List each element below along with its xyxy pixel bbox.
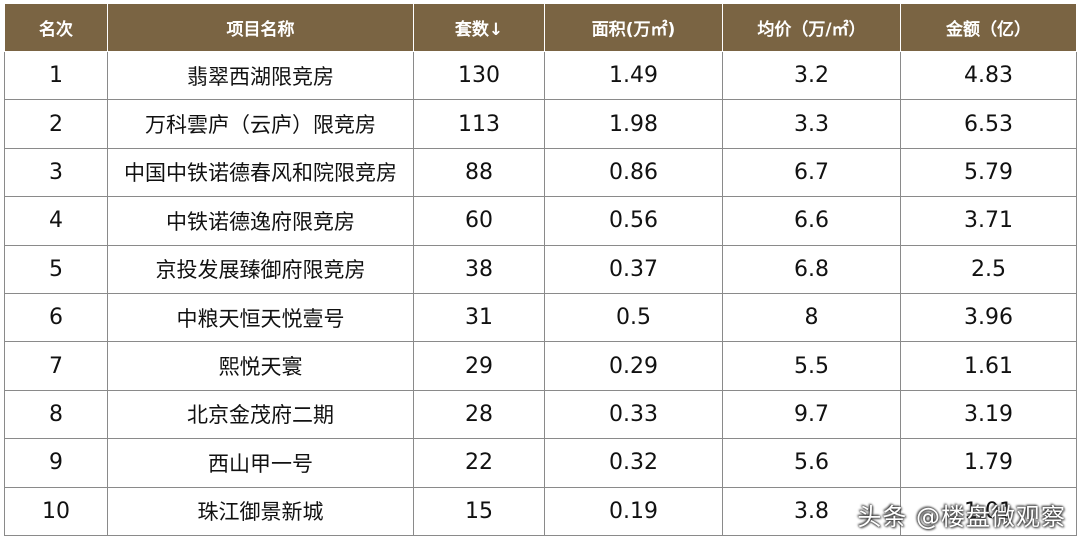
table-row: 7 熙悦天寰 29 0.29 5.5 1.61 bbox=[4, 341, 1077, 391]
cell-amount: 1.79 bbox=[900, 438, 1077, 488]
cell-units: 88 bbox=[413, 147, 545, 198]
cell-area: 1.98 bbox=[544, 99, 723, 149]
cell-amount: 5.79 bbox=[900, 147, 1077, 198]
cell-avg-price: 5.6 bbox=[722, 438, 901, 488]
cell-units: 113 bbox=[413, 99, 545, 149]
table-row: 9 西山甲一号 22 0.32 5.6 1.79 bbox=[4, 438, 1077, 488]
cell-units: 38 bbox=[413, 244, 545, 294]
header-project-name: 项目名称 bbox=[107, 3, 414, 52]
cell-rank: 8 bbox=[4, 389, 108, 440]
cell-amount: 3.19 bbox=[900, 389, 1077, 440]
cell-area: 0.56 bbox=[544, 196, 723, 246]
cell-units: 15 bbox=[413, 486, 545, 536]
cell-units: 28 bbox=[413, 389, 545, 440]
cell-rank: 7 bbox=[4, 341, 108, 391]
watermark: 头条 @楼盘微观察 bbox=[857, 503, 1066, 531]
cell-area: 0.5 bbox=[544, 292, 723, 343]
table-row: 6 中粮天恒天悦壹号 31 0.5 8 3.96 bbox=[4, 292, 1077, 343]
cell-amount: 2.5 bbox=[900, 244, 1077, 294]
cell-amount: 4.83 bbox=[900, 50, 1077, 101]
cell-rank: 6 bbox=[4, 292, 108, 343]
cell-avg-price: 8 bbox=[722, 292, 901, 343]
cell-amount: 1.01 bbox=[900, 486, 1077, 536]
cell-project-name: 中粮天恒天悦壹号 bbox=[107, 292, 414, 343]
cell-area: 0.37 bbox=[544, 244, 723, 294]
cell-units: 60 bbox=[413, 196, 545, 246]
table-header-row: 名次 项目名称 套数↓ 面积(万㎡) 均价（万/㎡） 金额（亿） bbox=[4, 3, 1077, 52]
cell-area: 0.33 bbox=[544, 389, 723, 440]
header-amount: 金额（亿） bbox=[900, 3, 1077, 52]
cell-amount: 3.96 bbox=[900, 292, 1077, 343]
table-row: 3 中国中铁诺德春风和院限竞房 88 0.86 6.7 5.79 bbox=[4, 147, 1077, 198]
cell-amount: 6.53 bbox=[900, 99, 1077, 149]
table-row: 4 中铁诺德逸府限竞房 60 0.56 6.6 3.71 bbox=[4, 196, 1077, 246]
cell-rank: 10 bbox=[4, 486, 108, 536]
cell-project-name: 万科雲庐（云庐）限竞房 bbox=[107, 99, 414, 149]
cell-units: 29 bbox=[413, 341, 545, 391]
table-row: 10 珠江御景新城 15 0.19 3.8 1.01 bbox=[4, 486, 1077, 536]
cell-rank: 3 bbox=[4, 147, 108, 198]
table-row: 2 万科雲庐（云庐）限竞房 113 1.98 3.3 6.53 bbox=[4, 99, 1077, 149]
cell-avg-price: 5.5 bbox=[722, 341, 901, 391]
cell-amount: 3.71 bbox=[900, 196, 1077, 246]
header-avg-price: 均价（万/㎡） bbox=[722, 3, 901, 52]
cell-avg-price: 3.8 bbox=[722, 486, 901, 536]
cell-units: 31 bbox=[413, 292, 545, 343]
cell-avg-price: 6.6 bbox=[722, 196, 901, 246]
header-area: 面积(万㎡) bbox=[544, 3, 723, 52]
cell-rank: 1 bbox=[4, 50, 108, 101]
header-units[interactable]: 套数↓ bbox=[413, 3, 545, 52]
cell-avg-price: 6.7 bbox=[722, 147, 901, 198]
cell-area: 0.29 bbox=[544, 341, 723, 391]
cell-avg-price: 3.2 bbox=[722, 50, 901, 101]
cell-units: 130 bbox=[413, 50, 545, 101]
table-row: 5 京投发展臻御府限竞房 38 0.37 6.8 2.5 bbox=[4, 244, 1077, 294]
cell-area: 0.86 bbox=[544, 147, 723, 198]
cell-avg-price: 3.3 bbox=[722, 99, 901, 149]
ranking-table-container: 名次 项目名称 套数↓ 面积(万㎡) 均价（万/㎡） 金额（亿） 1 翡翠西湖限… bbox=[4, 3, 1077, 536]
cell-project-name: 珠江御景新城 bbox=[107, 486, 414, 536]
cell-project-name: 京投发展臻御府限竞房 bbox=[107, 244, 414, 294]
cell-units: 22 bbox=[413, 438, 545, 488]
cell-project-name: 中国中铁诺德春风和院限竞房 bbox=[107, 147, 414, 198]
cell-avg-price: 6.8 bbox=[722, 244, 901, 294]
cell-project-name: 北京金茂府二期 bbox=[107, 389, 414, 440]
table-row: 1 翡翠西湖限竞房 130 1.49 3.2 4.83 bbox=[4, 50, 1077, 101]
cell-project-name: 熙悦天寰 bbox=[107, 341, 414, 391]
ranking-table: 名次 项目名称 套数↓ 面积(万㎡) 均价（万/㎡） 金额（亿） 1 翡翠西湖限… bbox=[4, 3, 1077, 536]
cell-project-name: 西山甲一号 bbox=[107, 438, 414, 488]
cell-amount: 1.61 bbox=[900, 341, 1077, 391]
cell-rank: 2 bbox=[4, 99, 108, 149]
cell-avg-price: 9.7 bbox=[722, 389, 901, 440]
cell-project-name: 中铁诺德逸府限竞房 bbox=[107, 196, 414, 246]
cell-project-name: 翡翠西湖限竞房 bbox=[107, 50, 414, 101]
header-rank: 名次 bbox=[4, 3, 108, 52]
cell-area: 0.32 bbox=[544, 438, 723, 488]
cell-rank: 9 bbox=[4, 438, 108, 488]
cell-rank: 5 bbox=[4, 244, 108, 294]
table-row: 8 北京金茂府二期 28 0.33 9.7 3.19 bbox=[4, 389, 1077, 440]
cell-area: 1.49 bbox=[544, 50, 723, 101]
cell-rank: 4 bbox=[4, 196, 108, 246]
cell-area: 0.19 bbox=[544, 486, 723, 536]
